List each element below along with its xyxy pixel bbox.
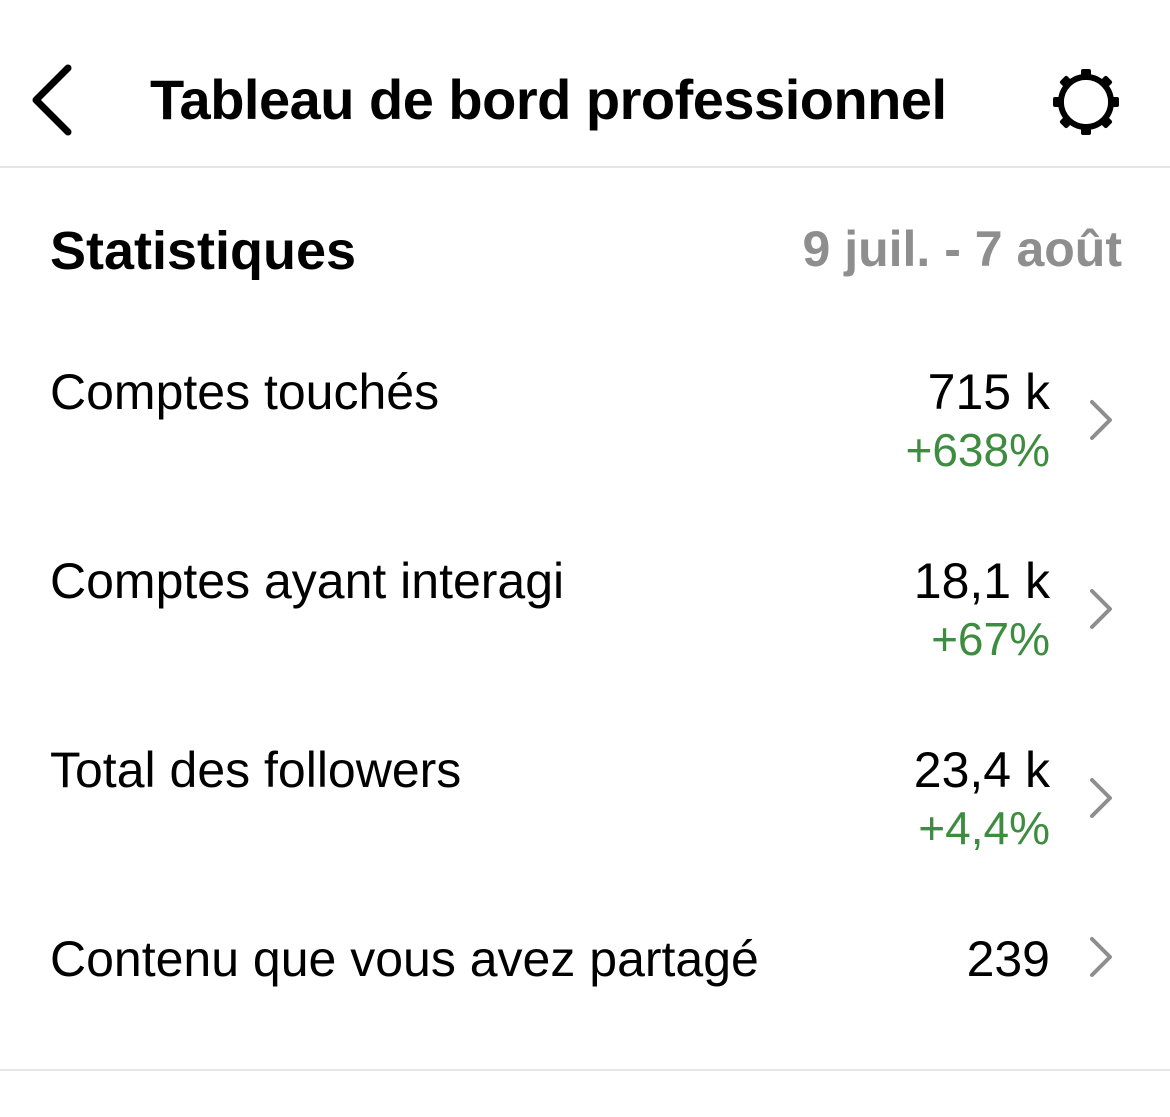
- section-title: Statistiques: [50, 221, 357, 281]
- stat-label: Contenu que vous avez partagé: [50, 931, 759, 987]
- chevron-right-icon: [1090, 937, 1112, 977]
- chevron-right-icon: [1090, 400, 1112, 440]
- bottom-divider: [0, 1069, 1170, 1071]
- stat-label: Comptes touchés: [50, 364, 440, 420]
- stat-value: 715 k: [927, 364, 1050, 420]
- stat-label: Comptes ayant interagi: [50, 553, 565, 609]
- stat-label: Total des followers: [50, 742, 462, 798]
- chevron-left-icon: [32, 64, 72, 136]
- stat-value: 239: [966, 931, 1050, 987]
- stat-change: +4,4%: [918, 802, 1050, 854]
- chevron-right-icon: [1090, 589, 1112, 629]
- stat-value: 18,1 k: [913, 553, 1050, 609]
- date-range: 9 juil. - 7 août: [802, 221, 1122, 277]
- stat-value: 23,4 k: [913, 742, 1050, 798]
- stat-row-accounts-reached[interactable]: Comptes touchés 715 k +638%: [0, 360, 1170, 510]
- stat-row-total-followers[interactable]: Total des followers 23,4 k +4,4%: [0, 738, 1170, 888]
- statistics-header: Statistiques 9 juil. - 7 août: [0, 210, 1170, 290]
- settings-button[interactable]: [1040, 60, 1132, 144]
- chevron-right-icon: [1090, 778, 1112, 818]
- back-button[interactable]: [18, 56, 88, 146]
- top-bar: Tableau de bord professionnel: [0, 0, 1170, 168]
- stat-change: +638%: [905, 424, 1050, 476]
- stat-change: +67%: [931, 613, 1050, 665]
- page-title: Tableau de bord professionnel: [150, 68, 947, 131]
- stat-row-accounts-engaged[interactable]: Comptes ayant interagi 18,1 k +67%: [0, 549, 1170, 699]
- gear-icon: [1053, 69, 1119, 135]
- stat-row-content-shared[interactable]: Contenu que vous avez partagé 239: [0, 927, 1170, 1027]
